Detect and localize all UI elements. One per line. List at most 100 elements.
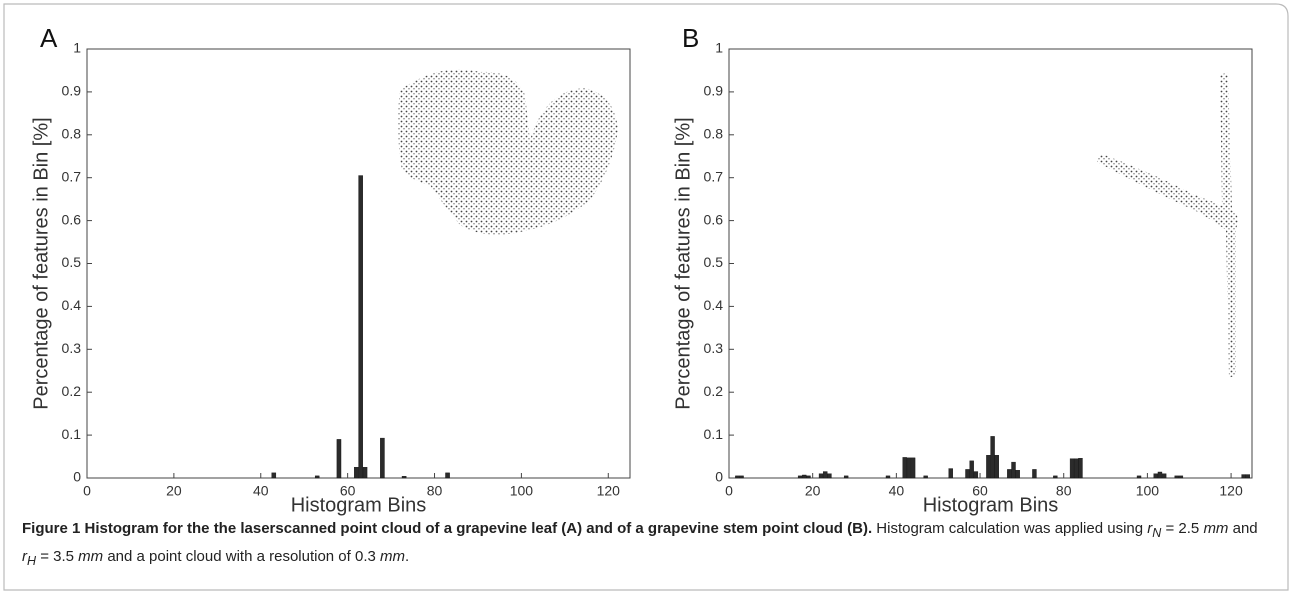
y-tick-label: 0.7 bbox=[62, 168, 82, 184]
x-tick-label: 40 bbox=[253, 483, 269, 499]
x-tick-label: 120 bbox=[597, 483, 621, 499]
y-tick-label: 0.2 bbox=[62, 383, 82, 399]
panel-label: A bbox=[40, 23, 58, 53]
x-tick-label: 100 bbox=[510, 483, 534, 499]
bar bbox=[823, 471, 828, 479]
stem-inset bbox=[1097, 72, 1239, 378]
bar bbox=[735, 475, 740, 479]
bar bbox=[969, 460, 974, 479]
bar bbox=[818, 473, 824, 479]
bar bbox=[354, 467, 359, 479]
bar bbox=[1178, 475, 1184, 479]
bar bbox=[336, 439, 342, 479]
x-tick-label: 60 bbox=[340, 483, 356, 499]
caption-text: = 2.5 bbox=[1161, 520, 1204, 537]
bar bbox=[923, 475, 928, 479]
y-tick-label: 1 bbox=[73, 40, 81, 56]
y-tick-label: 0.2 bbox=[704, 383, 724, 399]
y-tick-label: 0.9 bbox=[62, 83, 82, 99]
bar bbox=[1078, 458, 1083, 479]
y-tick-label: 0.3 bbox=[62, 340, 82, 356]
bar bbox=[797, 475, 803, 479]
caption-text: = 3.5 bbox=[36, 548, 79, 565]
bar bbox=[1174, 475, 1179, 479]
panel-label: B bbox=[682, 23, 699, 53]
x-axis-label: Histogram Bins bbox=[291, 494, 427, 516]
x-tick-label: 60 bbox=[972, 483, 988, 499]
caption-math: N bbox=[1152, 526, 1162, 540]
y-tick-label: 0.6 bbox=[704, 211, 724, 227]
bar bbox=[1153, 473, 1158, 479]
bar bbox=[1053, 475, 1058, 479]
x-tick-label: 0 bbox=[725, 483, 733, 499]
y-tick-label: 0.5 bbox=[704, 254, 724, 270]
bar bbox=[994, 455, 999, 479]
bar bbox=[358, 175, 363, 479]
y-tick-label: 1 bbox=[715, 40, 723, 56]
bar bbox=[827, 473, 832, 479]
bar bbox=[910, 457, 916, 479]
y-axis-label: Percentage of features in Bin [%] bbox=[30, 117, 52, 409]
bar bbox=[965, 469, 970, 479]
x-tick-label: 20 bbox=[805, 483, 821, 499]
bar bbox=[314, 475, 320, 479]
bar bbox=[1245, 474, 1251, 479]
caption-text: and a point cloud with a resolution of 0… bbox=[103, 548, 381, 565]
x-tick-label: 80 bbox=[1056, 483, 1072, 499]
y-tick-label: 0.8 bbox=[704, 126, 724, 142]
caption-math: r bbox=[22, 548, 27, 565]
caption-math: H bbox=[27, 554, 37, 568]
bar bbox=[380, 437, 385, 479]
y-axis-label: Percentage of features in Bin [%] bbox=[672, 117, 694, 409]
caption-text: Histogram calculation was applied using bbox=[872, 520, 1148, 537]
bar bbox=[1074, 458, 1079, 479]
y-tick-label: 0.8 bbox=[62, 126, 82, 142]
x-tick-label: 40 bbox=[889, 483, 905, 499]
x-tick-label: 120 bbox=[1219, 483, 1243, 499]
bar bbox=[1157, 471, 1163, 479]
bar bbox=[1136, 475, 1142, 479]
y-tick-label: 0.6 bbox=[62, 211, 82, 227]
y-tick-label: 0.3 bbox=[704, 340, 724, 356]
figure-frame bbox=[3, 3, 1289, 591]
caption-unit: mm bbox=[380, 548, 406, 565]
y-tick-label: 0.4 bbox=[62, 297, 82, 313]
bar bbox=[362, 467, 368, 479]
bar bbox=[990, 436, 995, 479]
bar bbox=[906, 457, 912, 479]
caption-title: Figure 1 Histogram for the the laserscan… bbox=[22, 520, 873, 537]
bar bbox=[739, 475, 744, 479]
bar bbox=[843, 475, 849, 479]
caption-unit: mm bbox=[78, 548, 104, 565]
bar bbox=[948, 468, 953, 479]
bar bbox=[1015, 470, 1020, 479]
y-tick-label: 0.1 bbox=[62, 426, 82, 442]
leaf-inset bbox=[397, 69, 618, 235]
plot-frame bbox=[728, 48, 1253, 479]
bar bbox=[1161, 473, 1167, 479]
bar bbox=[1011, 461, 1016, 479]
bar bbox=[986, 455, 991, 479]
y-tick-label: 0.4 bbox=[704, 297, 724, 313]
bar bbox=[1032, 469, 1037, 479]
caption-text: . bbox=[405, 548, 410, 565]
x-axis-label: Histogram Bins bbox=[923, 494, 1059, 516]
y-tick-label: 0.1 bbox=[704, 426, 724, 442]
y-tick-label: 0 bbox=[73, 469, 81, 485]
bar bbox=[445, 472, 450, 479]
bar bbox=[806, 475, 811, 479]
bar bbox=[1007, 469, 1012, 479]
bar bbox=[1069, 458, 1075, 479]
bar bbox=[1241, 474, 1246, 479]
bar bbox=[885, 475, 891, 479]
caption-unit: mm bbox=[1203, 520, 1229, 537]
bar bbox=[802, 474, 807, 479]
bar bbox=[973, 471, 979, 479]
bar bbox=[271, 472, 277, 479]
caption: Figure 1 Histogram for the the laserscan… bbox=[22, 517, 1272, 573]
y-tick-label: 0.9 bbox=[704, 83, 724, 99]
x-tick-label: 80 bbox=[427, 483, 443, 499]
bar bbox=[902, 457, 907, 479]
